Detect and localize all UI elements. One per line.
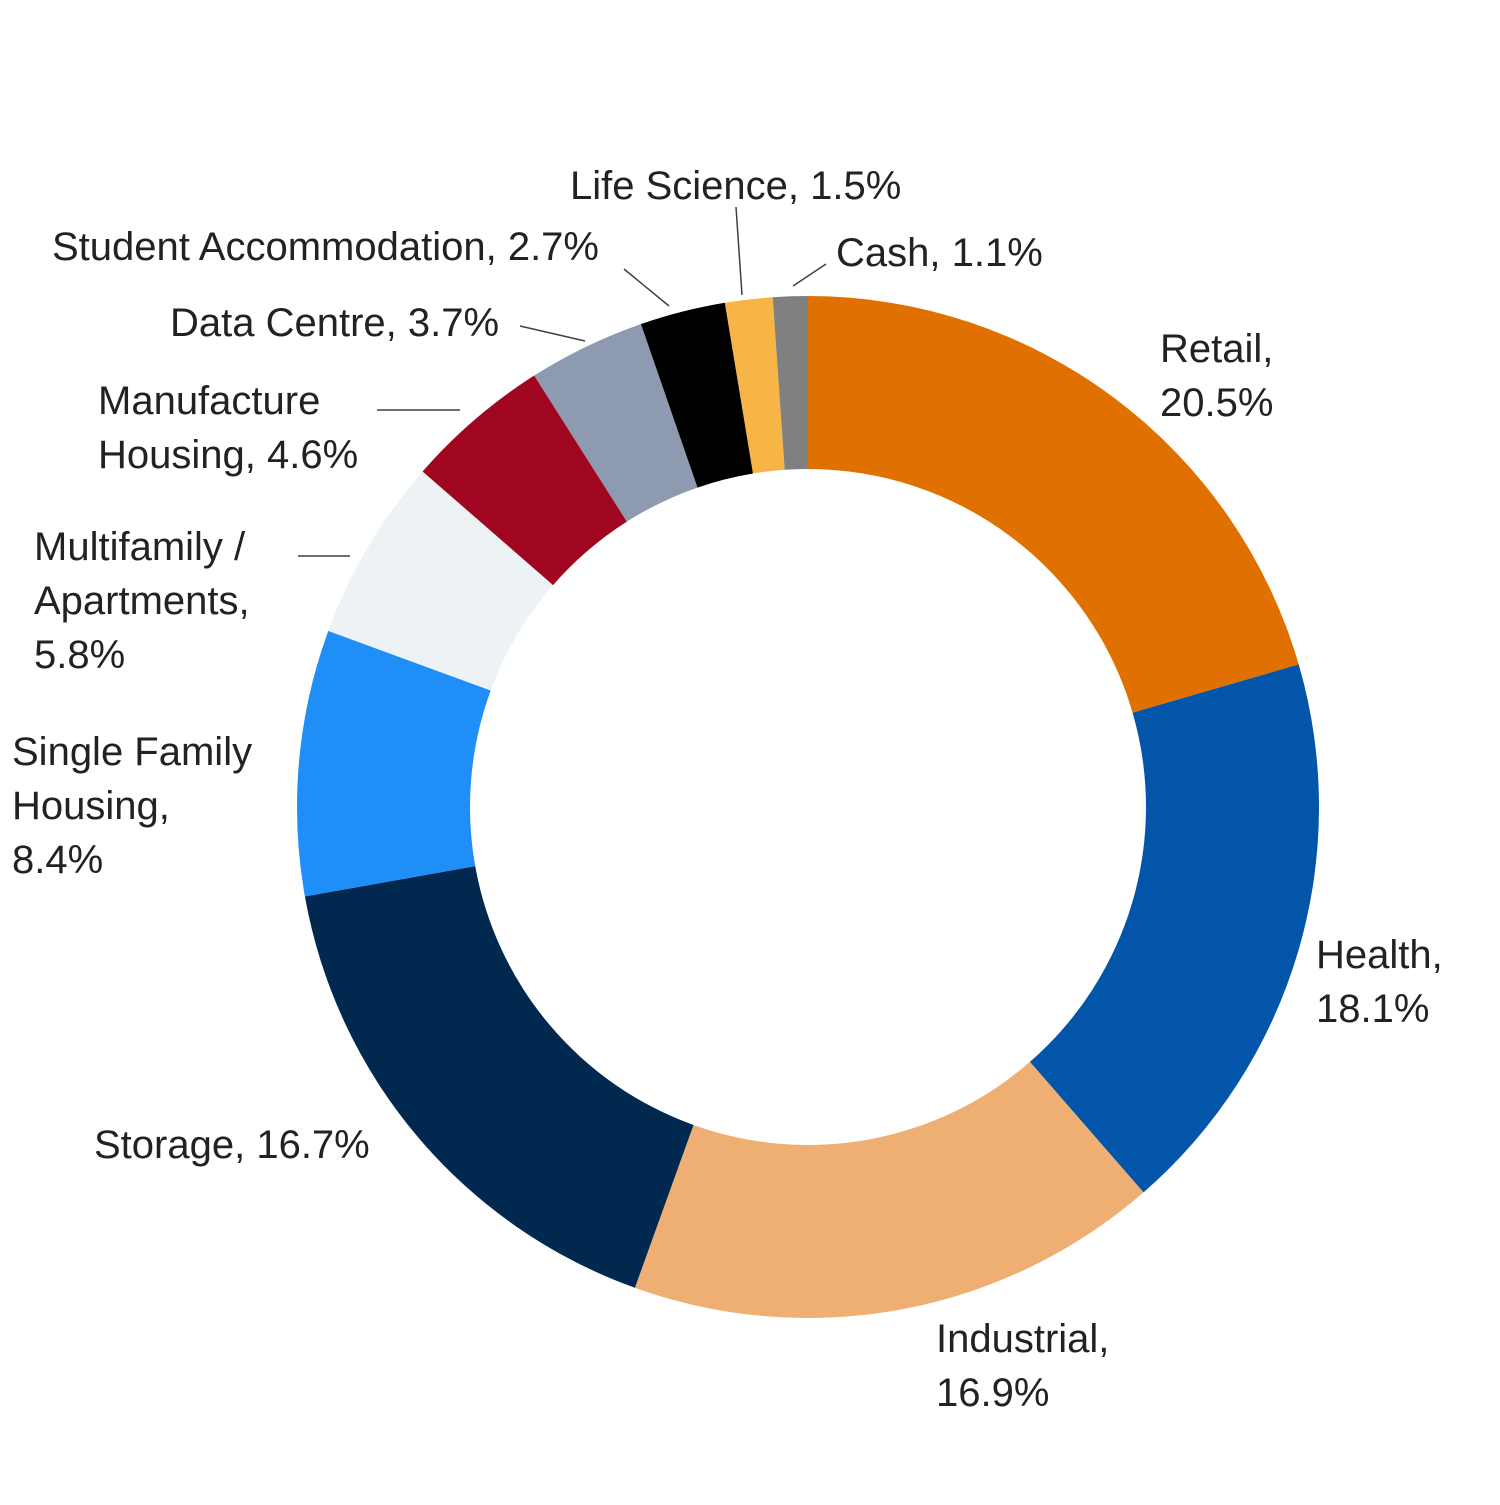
slice-manufacture-housing bbox=[422, 375, 627, 586]
slice-label-student-accommodation: Student Accommodation, 2.7% bbox=[52, 225, 599, 269]
slice-label-line: Single Family bbox=[12, 730, 252, 774]
slice-label-line: Life Science, 1.5% bbox=[570, 164, 901, 208]
slice-multifamily-apartments bbox=[328, 471, 554, 691]
slice-label-line: Storage, 16.7% bbox=[94, 1123, 370, 1167]
slice-label-health: Health, 18.1% bbox=[1316, 933, 1443, 1031]
slice-label-retail: Retail, 20.5% bbox=[1160, 327, 1273, 425]
slice-label-line: 5.8% bbox=[34, 633, 125, 677]
slice-label-line: Manufacture bbox=[98, 379, 320, 423]
leader-line-data-centre bbox=[519, 325, 586, 342]
slice-label-manufacture-housing: Manufacture Housing, 4.6% bbox=[98, 379, 358, 477]
slice-label-line: Health, bbox=[1316, 933, 1443, 977]
slice-student-accommodation bbox=[640, 302, 754, 488]
slice-industrial bbox=[634, 1061, 1144, 1318]
slice-health bbox=[1029, 664, 1319, 1193]
leader-lines-layer bbox=[298, 206, 827, 557]
slice-label-storage: Storage, 16.7% bbox=[94, 1123, 370, 1167]
slice-single-family-housing bbox=[297, 630, 491, 897]
slice-label-line: Retail, bbox=[1160, 327, 1273, 371]
slice-label-line: Multifamily / bbox=[34, 525, 246, 569]
slice-label-line: Apartments, bbox=[34, 579, 250, 623]
slice-label-multifamily-apartments: Multifamily / Apartments, 5.8% bbox=[34, 525, 250, 677]
leader-line-life-science bbox=[735, 206, 743, 296]
labels-layer: Retail, 20.5% Health, 18.1% Industrial, 16.9%… bbox=[12, 164, 1443, 1415]
slice-label-cash: Cash, 1.1% bbox=[836, 231, 1043, 275]
slice-label-industrial: Industrial, 16.9% bbox=[936, 1317, 1109, 1415]
slice-label-line: Housing, bbox=[12, 784, 170, 828]
slice-label-data-centre: Data Centre, 3.7% bbox=[170, 301, 499, 345]
slices-layer bbox=[297, 296, 1319, 1318]
slice-label-line: 20.5% bbox=[1160, 381, 1273, 425]
slice-life-science bbox=[724, 297, 785, 474]
slice-storage bbox=[304, 866, 694, 1288]
slice-label-line: Industrial, bbox=[936, 1317, 1109, 1361]
slice-label-single-family-housing: Single Family Housing, 8.4% bbox=[12, 730, 252, 882]
slice-cash bbox=[772, 296, 808, 470]
slice-label-line: Data Centre, 3.7% bbox=[170, 301, 499, 345]
slice-retail bbox=[808, 296, 1299, 713]
slice-data-centre bbox=[534, 324, 698, 522]
leader-line-cash bbox=[792, 263, 827, 287]
slice-label-line: Housing, 4.6% bbox=[98, 433, 358, 477]
slice-label-line: 8.4% bbox=[12, 838, 103, 882]
slice-label-line: 18.1% bbox=[1316, 987, 1429, 1031]
slice-label-life-science: Life Science, 1.5% bbox=[570, 164, 901, 208]
slice-label-line: Student Accommodation, 2.7% bbox=[52, 225, 599, 269]
slice-label-line: Cash, 1.1% bbox=[836, 231, 1043, 275]
slice-label-line: 16.9% bbox=[936, 1371, 1049, 1415]
leader-line-student-accommodation bbox=[623, 268, 670, 307]
